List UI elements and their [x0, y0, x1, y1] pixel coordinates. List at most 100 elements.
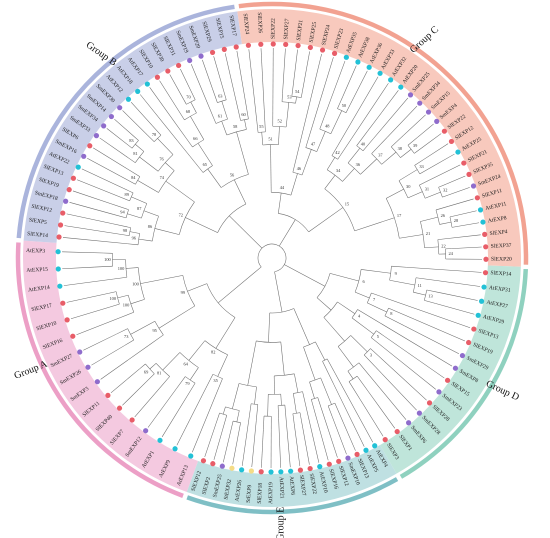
leaf-label: SmEXP25 [212, 473, 223, 498]
bootstrap-value: 26 [441, 213, 446, 218]
bootstrap-value: 100 [132, 282, 139, 287]
leaf-label: SlEXP15 [214, 18, 225, 40]
tree-branch [207, 168, 222, 188]
bootstrap-value: 61 [218, 114, 222, 119]
tree-branch [292, 413, 295, 424]
tree-branch [66, 293, 109, 303]
species-marker-sm-icon [417, 100, 423, 106]
tree-branch-arc [125, 209, 129, 218]
tree-branch [120, 175, 136, 185]
tree-branch [81, 168, 124, 189]
tree-branch [146, 373, 155, 382]
tree-branch [371, 137, 388, 154]
tree-branch [300, 87, 304, 98]
species-marker-sm-icon [345, 455, 351, 461]
tree-branch [127, 243, 139, 246]
tree-branch [404, 325, 460, 355]
species-marker-sl-icon [382, 437, 388, 443]
tree-branch [326, 157, 336, 170]
tree-branch [130, 299, 145, 305]
bootstrap-value: 9 [395, 271, 398, 276]
species-marker-at-icon [366, 64, 372, 70]
tree-branch [286, 421, 291, 468]
tree-branch [439, 221, 452, 225]
bootstrap-value: 68 [186, 109, 191, 114]
group-arc-group-e [186, 477, 399, 515]
bootstrap-value: 72 [179, 212, 183, 217]
tree-branch [419, 182, 426, 186]
species-marker-sl-icon [394, 428, 400, 435]
bootstrap-value: 30 [406, 184, 411, 189]
tree-branch [108, 291, 117, 294]
tree-branch [413, 291, 426, 296]
tree-branch [301, 149, 312, 176]
leaf-label: SlEXP14 [490, 270, 511, 277]
species-marker-sl-icon [64, 317, 70, 323]
tree-branch [263, 416, 265, 430]
tree-branch [183, 99, 187, 105]
tree-branch [124, 339, 134, 346]
tree-root-arc [257, 243, 287, 273]
bootstrap-value: 74 [160, 175, 165, 180]
tree-branch [292, 143, 301, 173]
leaf-label: SlEXP12 [31, 204, 53, 214]
species-marker-sm-icon [93, 133, 100, 139]
species-marker-at-icon [355, 59, 361, 65]
tree-branch [185, 217, 218, 233]
leaf-label: AtEXP8 [487, 215, 507, 224]
tree-branch [221, 415, 228, 431]
species-marker-sl-icon [426, 400, 433, 406]
tree-branch [398, 169, 418, 181]
leaf-label: AtEXP6 [288, 476, 296, 496]
tree-branch [302, 428, 310, 465]
tree-branch-arc [141, 203, 148, 219]
tree-branch [159, 80, 177, 107]
species-marker-sm-icon [143, 428, 149, 434]
tree-branch [387, 298, 471, 329]
tree-branch [335, 373, 374, 443]
tree-branch-arc [256, 340, 281, 343]
tree-branch-arc [138, 267, 145, 300]
bootstrap-value: 100 [109, 296, 116, 301]
tree-branch [309, 381, 315, 399]
group-arc-group-a [15, 242, 184, 499]
tree-branch [278, 418, 281, 468]
tree-backbone [279, 219, 296, 247]
tree-branch [319, 115, 326, 130]
bootstrap-value: 34 [336, 168, 341, 173]
species-marker-sl-icon [336, 458, 342, 464]
tree-branch [190, 89, 196, 100]
species-marker-at-icon [477, 207, 484, 213]
tree-branch [448, 187, 470, 196]
tree-branch [117, 294, 129, 299]
tree-branch [376, 330, 386, 337]
tree-branch [299, 53, 322, 144]
tree-branch [264, 114, 266, 132]
tree-branch [451, 225, 459, 228]
tree-branch [366, 90, 399, 132]
tree-branch-arc [137, 233, 140, 245]
species-marker-sl-icon [245, 42, 251, 48]
bootstrap-value: 4 [358, 314, 361, 319]
tree-branch [308, 416, 320, 463]
tree-branch [423, 143, 449, 160]
leaf-label: AtEXP10 [318, 471, 329, 494]
tree-branch-arc [413, 277, 417, 293]
species-marker-sm-icon [406, 420, 412, 426]
tree-branch [329, 273, 359, 282]
bootstrap-value: 98 [123, 228, 128, 233]
bootstrap-value: 48 [325, 124, 330, 129]
bootstrap-value: 58 [233, 124, 238, 129]
species-marker-sl-icon [70, 333, 76, 339]
tree-branch [72, 190, 111, 204]
tree-branch [122, 381, 147, 406]
leaf-label: SlEXP17 [31, 303, 53, 313]
tree-branch [247, 340, 257, 386]
bootstrap-value: 33 [419, 164, 424, 169]
tree-branch [62, 251, 104, 254]
species-marker-sl-icon [154, 74, 161, 80]
bootstrap-value: 13 [428, 293, 433, 298]
tree-branch [238, 422, 241, 432]
group-sector-group-c [237, 9, 522, 267]
tree-branch [221, 121, 228, 136]
